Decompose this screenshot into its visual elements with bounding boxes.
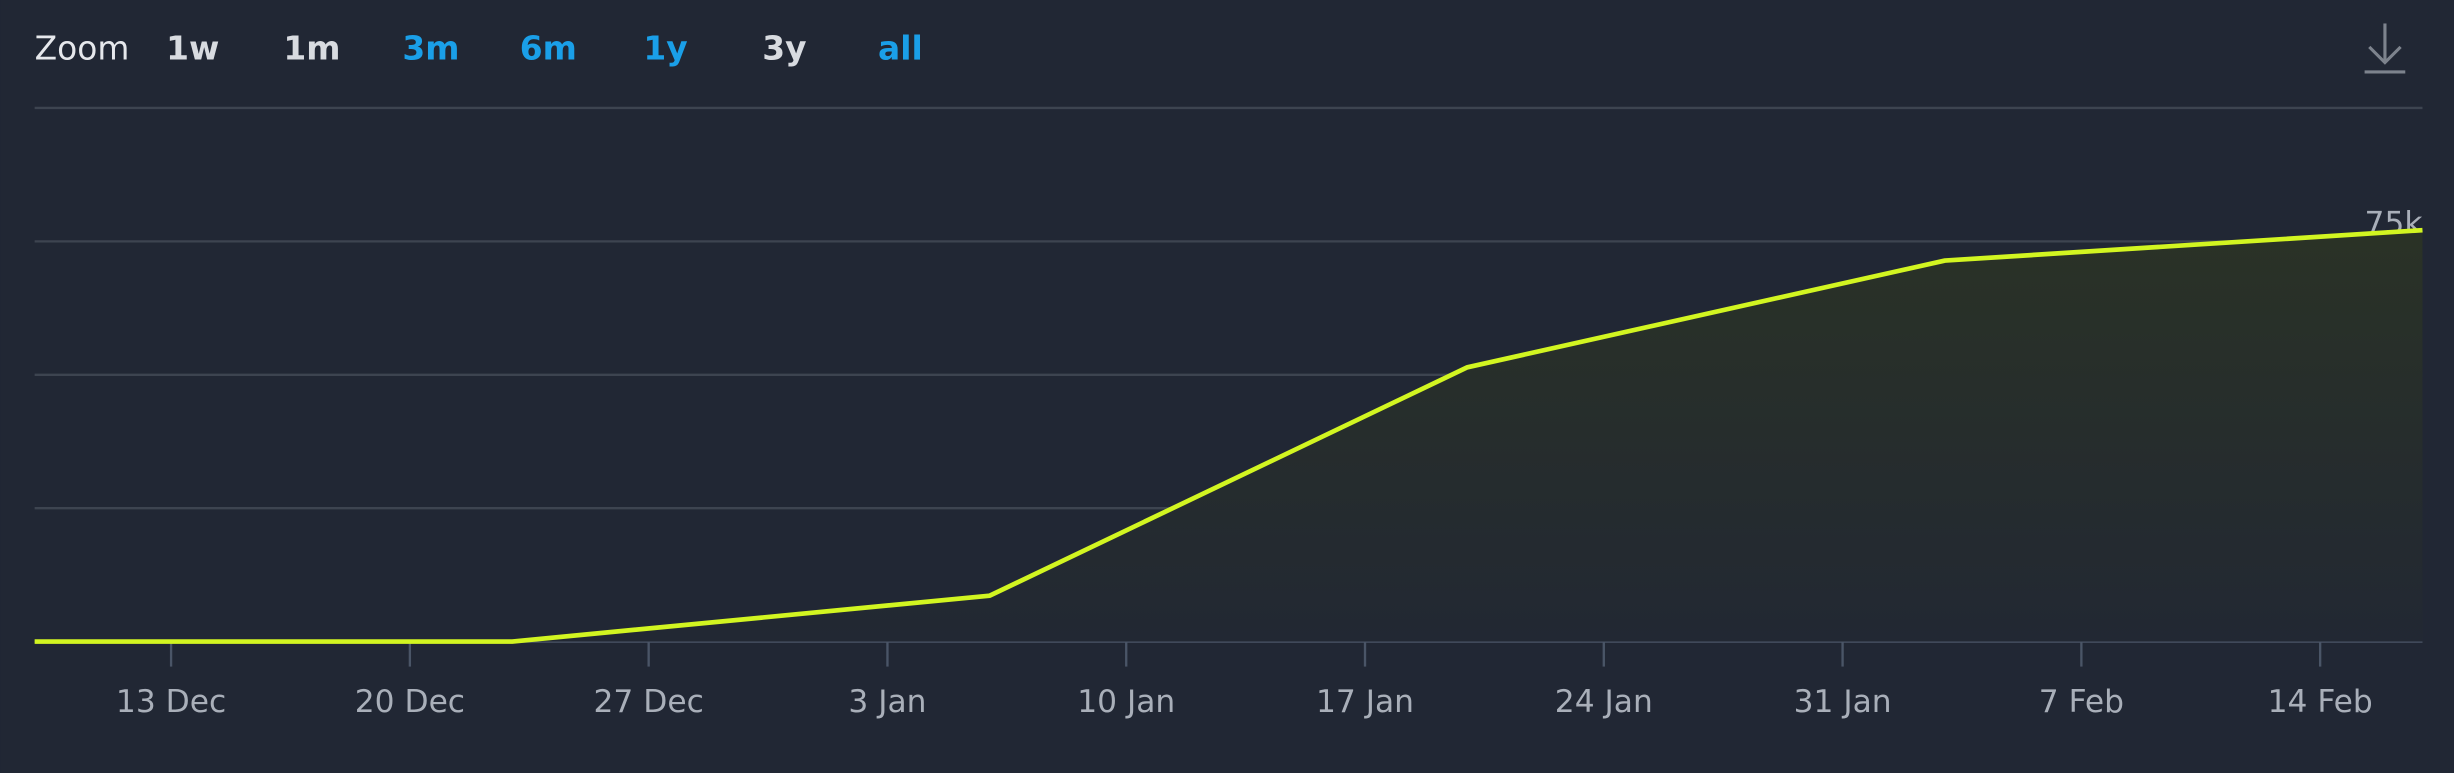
x-tick-label: 14 Feb bbox=[2268, 684, 2373, 720]
x-tick-label: 13 Dec bbox=[116, 684, 226, 720]
zoom-button[interactable]: 1w bbox=[166, 28, 219, 67]
x-tick-label: 17 Jan bbox=[1316, 684, 1414, 720]
x-tick-label: 31 Jan bbox=[1794, 684, 1892, 720]
zoom-button[interactable]: 6m bbox=[520, 28, 577, 67]
x-tick-label: 24 Jan bbox=[1555, 684, 1653, 720]
x-tick-label: 20 Dec bbox=[355, 684, 465, 720]
x-tick-label: 10 Jan bbox=[1077, 684, 1175, 720]
zoom-button[interactable]: all bbox=[878, 28, 923, 67]
x-tick-label: 3 Jan bbox=[848, 684, 926, 720]
area bbox=[34, 230, 2423, 642]
zoom-button[interactable]: 3m bbox=[402, 28, 459, 67]
x-tick-label: 27 Dec bbox=[594, 684, 704, 720]
zoom-button[interactable]: 1y bbox=[643, 28, 687, 67]
x-tick-label: 7 Feb bbox=[2039, 684, 2124, 720]
line bbox=[34, 227, 2423, 644]
download-button[interactable] bbox=[2364, 23, 2406, 74]
zoom-button[interactable]: 1m bbox=[283, 28, 340, 67]
zoom-label: Zoom bbox=[35, 28, 130, 67]
zoom-button[interactable]: 3y bbox=[762, 28, 806, 67]
